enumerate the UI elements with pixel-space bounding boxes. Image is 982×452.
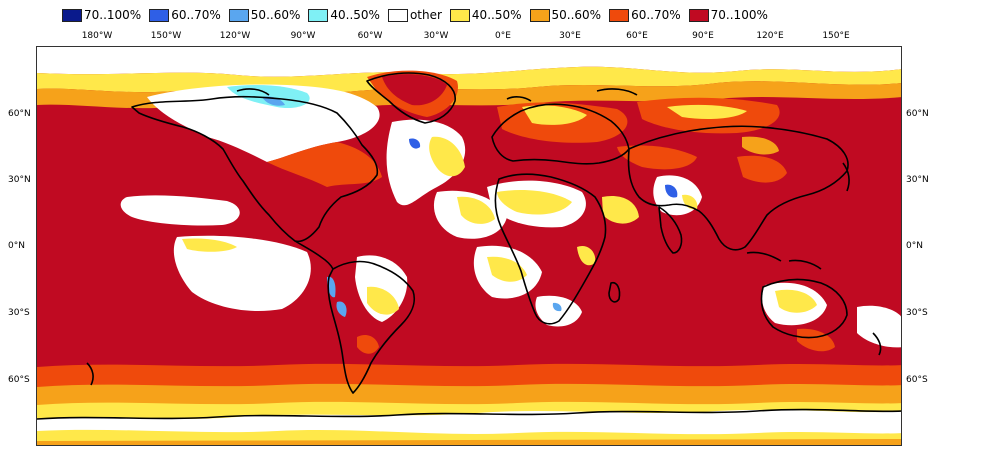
southern-africa-blue <box>552 302 562 312</box>
latitude-tick-label: 0°N <box>906 241 923 251</box>
legend-item: 60..70% <box>609 8 681 22</box>
latitude-tick-label: 60°S <box>906 375 928 385</box>
east-asia-orange <box>737 155 787 183</box>
legend-item: 50..60% <box>228 8 301 22</box>
longitude-tick-label: 60°W <box>357 31 383 41</box>
legend-label: 60..70% <box>171 8 221 22</box>
longitude-tick-label: 90°E <box>692 31 714 41</box>
australia-orange <box>797 328 835 352</box>
south-america-red-coast <box>357 335 379 354</box>
east-pacific-yellow <box>182 238 237 252</box>
greenland-red <box>382 74 447 106</box>
australia-yellow <box>775 289 817 313</box>
latitude-tick-label: 30°S <box>906 308 928 318</box>
legend-swatch <box>688 8 709 22</box>
longitude-tick-label: 120°E <box>756 31 784 41</box>
legend-label: 70..100% <box>84 8 142 22</box>
legend-item: 40..50% <box>308 8 380 22</box>
india-yellow <box>682 194 698 210</box>
legend-label: 50..60% <box>250 8 301 22</box>
legend-label: 60..70% <box>631 8 681 22</box>
arabia-yellow <box>602 195 639 224</box>
canada-blue <box>262 96 285 106</box>
legend-item: 70..100% <box>688 8 768 22</box>
east-africa-yellow <box>577 245 596 266</box>
latitude-tick-label: 60°N <box>906 109 929 119</box>
legend-label: 40..50% <box>330 8 380 22</box>
north-atlantic-blue <box>409 138 421 149</box>
east-asia-yellow <box>742 136 779 155</box>
coastlines <box>37 72 901 420</box>
legend-swatch <box>228 8 249 22</box>
south-atlantic-yellow <box>487 256 527 282</box>
longitude-tick-label: 30°E <box>559 31 581 41</box>
siberia-yellow <box>667 104 747 119</box>
central-asia-orange <box>617 145 697 170</box>
legend-label: other <box>409 8 442 22</box>
sahara-yellow <box>497 190 572 215</box>
longitude-tick-label: 150°W <box>150 31 182 41</box>
longitude-tick-label: 0°E <box>495 31 511 41</box>
legend: 70..100% 60..70% 50..60% 40..50% other 4… <box>62 7 776 23</box>
legend-swatch <box>609 8 630 22</box>
legend-item: 60..70% <box>149 8 221 22</box>
north-america-orange <box>267 142 382 187</box>
legend-swatch <box>308 8 329 22</box>
latitude-tick-label: 0°N <box>8 241 25 251</box>
arctic-band-white <box>37 47 901 77</box>
southern-ocean-orange <box>37 363 901 392</box>
legend-item: 40..50% <box>449 8 522 22</box>
latitude-tick-label: 30°N <box>8 175 31 185</box>
north-atlantic-yellow <box>429 136 465 177</box>
latitude-tick-label: 30°S <box>8 308 30 318</box>
legend-swatch <box>449 8 470 22</box>
legend-label: 50..60% <box>551 8 602 22</box>
india-blue <box>665 184 678 198</box>
longitude-tick-label: 150°E <box>822 31 850 41</box>
map-canvas <box>37 47 901 445</box>
legend-swatch <box>387 8 408 22</box>
longitude-tick-label: 60°E <box>626 31 648 41</box>
north-pacific-white <box>120 195 240 226</box>
longitude-tick-label: 30°W <box>423 31 449 41</box>
latitude-tick-label: 30°N <box>906 175 929 185</box>
south-america-blue <box>336 301 347 317</box>
legend-swatch <box>529 8 550 22</box>
world-map <box>36 46 902 446</box>
latitude-tick-label: 60°S <box>8 375 30 385</box>
legend-label: 70..100% <box>710 8 768 22</box>
central-atlantic-yellow <box>457 196 495 224</box>
latitude-tick-label: 60°N <box>8 109 31 119</box>
antarctica-orange-edge <box>37 439 901 445</box>
legend-swatch <box>149 8 170 22</box>
longitude-tick-label: 180°W <box>81 31 113 41</box>
legend-item: 50..60% <box>529 8 602 22</box>
north-america-white <box>147 84 380 162</box>
legend-item: 70..100% <box>62 8 141 22</box>
legend-label: 40..50% <box>471 8 522 22</box>
east-pacific-white <box>173 235 311 312</box>
legend-swatch <box>62 8 82 22</box>
europe-yellow <box>522 105 587 125</box>
longitude-tick-label: 90°W <box>290 31 316 41</box>
south-america-yellow <box>367 286 399 315</box>
legend-item: other <box>387 8 442 22</box>
south-pacific-white <box>857 305 901 348</box>
longitude-tick-label: 120°W <box>219 31 251 41</box>
